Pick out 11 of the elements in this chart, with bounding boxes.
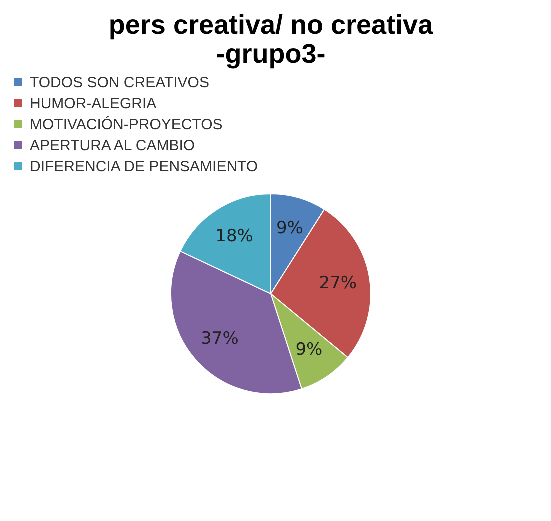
legend-label: APERTURA AL CAMBIO xyxy=(30,138,196,154)
legend-label: TODOS SON CREATIVOS xyxy=(30,74,210,92)
legend-label: MOTIVACIÓN-PROYECTOS xyxy=(30,116,223,134)
data-label: 37% xyxy=(201,328,239,349)
chart-title: pers creativa/ no creativa -grupo3- xyxy=(108,10,434,69)
data-label: 27% xyxy=(319,273,358,294)
data-label: 18% xyxy=(216,226,254,247)
legend-label: HUMOR-ALEGRIA xyxy=(30,96,157,112)
data-label: 9% xyxy=(276,218,304,239)
legend-label: DIFERENCIA DE PENSAMIENTO xyxy=(30,158,258,176)
data-label: 9% xyxy=(296,340,323,360)
